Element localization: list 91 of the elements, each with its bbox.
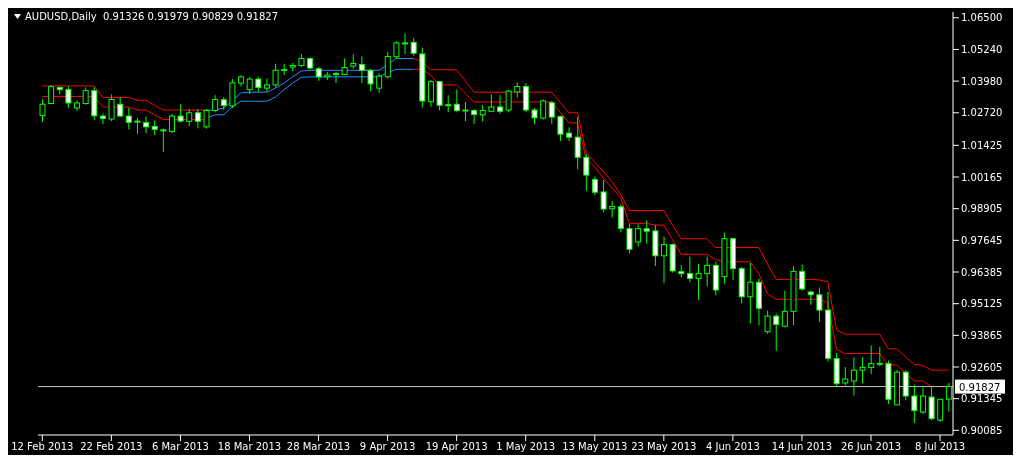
candlestick	[99, 113, 106, 125]
candlestick	[263, 77, 270, 93]
ref-line-label: 0.91827	[959, 381, 1001, 393]
line-series	[205, 58, 414, 111]
chart-title: AUDUSD,Daily 0.91326 0.91979 0.90829 0.91827	[25, 11, 279, 22]
x-tick-label: 14 Jun 2013	[771, 441, 833, 453]
candlestick	[842, 366, 849, 386]
y-tick-label: 1.03980	[961, 75, 1003, 87]
x-tick-label: 19 Apr 2013	[425, 441, 488, 453]
candlestick	[453, 89, 460, 113]
candlestick	[919, 386, 926, 415]
candlestick	[436, 80, 443, 112]
candlestick	[557, 115, 564, 142]
candlestick	[764, 310, 771, 335]
candlestick	[816, 286, 823, 323]
candlestick	[591, 176, 598, 196]
x-tick-label: 26 Jun 2013	[840, 441, 902, 453]
x-tick-label: 28 Mar 2013	[286, 441, 351, 453]
candlestick	[911, 384, 918, 424]
candlestick	[384, 51, 391, 79]
candlestick	[781, 290, 788, 328]
x-tick-label: 6 Mar 2013	[151, 441, 209, 453]
x-tick-label: 8 Jul 2013	[914, 441, 966, 453]
candlestick	[367, 68, 374, 92]
candlestick	[462, 101, 469, 122]
candlestick	[695, 263, 702, 301]
y-tick-label: 0.92605	[961, 361, 1003, 373]
candlestick	[548, 100, 555, 125]
candlestick	[125, 107, 132, 130]
candlestick	[928, 386, 935, 421]
candlestick	[160, 127, 167, 153]
x-tick-label: 4 Jun 2013	[705, 441, 760, 453]
candlestick	[402, 32, 409, 55]
candlestick	[471, 108, 478, 125]
candlestick	[497, 94, 503, 115]
candlestick	[945, 382, 952, 413]
x-tick-label: 23 May 2013	[631, 441, 697, 453]
y-tick-label: 0.96385	[961, 266, 1003, 278]
y-tick-label: 0.98905	[961, 203, 1003, 215]
y-tick-label: 1.05240	[961, 44, 1003, 55]
candlestick	[272, 63, 279, 88]
candlestick	[143, 116, 150, 134]
candlestick	[868, 345, 875, 375]
candlestick	[108, 93, 115, 122]
candlestick	[505, 89, 512, 113]
candlestick	[859, 356, 866, 384]
x-tick-label: 9 Apr 2013	[359, 441, 416, 453]
x-tick-label: 18 Mar 2013	[217, 441, 282, 453]
candlestick	[902, 369, 909, 401]
y-tick-label: 1.06500	[961, 12, 1003, 24]
candlestick	[332, 71, 339, 84]
y-tick-label: 0.93865	[961, 329, 1003, 341]
candlestick	[168, 113, 175, 134]
candlestick	[376, 73, 383, 94]
candlestick	[635, 223, 642, 248]
y-tick-label: 1.00165	[961, 171, 1003, 183]
candlestick	[194, 108, 201, 129]
candlestick	[747, 262, 754, 324]
candlestick	[583, 153, 590, 192]
candlestick	[799, 264, 806, 292]
candlestick	[617, 203, 624, 233]
y-tick-label: 0.90085	[961, 424, 1003, 436]
candlestick	[704, 256, 711, 287]
candlestick	[600, 179, 607, 213]
candlestick	[661, 235, 668, 284]
candlestick	[574, 116, 581, 170]
candlestick	[203, 108, 210, 130]
candlestick	[540, 98, 547, 121]
y-tick-label: 0.91345	[961, 393, 1003, 405]
candlestick	[626, 223, 633, 254]
candlestick	[358, 55, 365, 84]
x-tick-label: 1 May 2013	[496, 441, 556, 453]
candlestick	[65, 85, 72, 109]
y-tick-label: 1.02720	[961, 107, 1003, 119]
x-tick-label: 13 May 2013	[562, 441, 628, 453]
candlestick	[522, 82, 529, 113]
x-tick-label: 12 Feb 2013	[11, 441, 74, 453]
candlestick	[229, 78, 236, 109]
candlestick	[773, 313, 780, 352]
candlestick	[850, 356, 857, 397]
candlestick	[686, 256, 693, 283]
y-tick-label: 1.01425	[961, 139, 1003, 151]
candlestick	[566, 126, 573, 142]
candlestick	[643, 219, 650, 245]
candlestick	[937, 398, 944, 423]
y-tick-label: 0.97645	[961, 234, 1003, 246]
y-tick-label: 0.95125	[961, 298, 1003, 310]
candlestick	[876, 346, 883, 367]
x-tick-label: 22 Feb 2013	[80, 441, 143, 453]
candlestick	[39, 98, 46, 123]
candlestick	[427, 79, 434, 108]
